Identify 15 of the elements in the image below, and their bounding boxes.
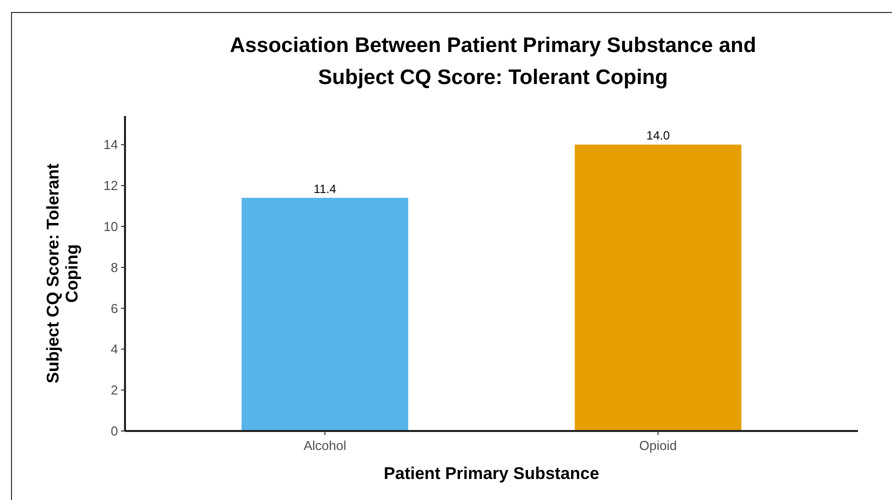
y-tick-label: 10: [104, 219, 118, 234]
y-axis-title: Subject CQ Score: Tolerant Coping: [43, 163, 82, 384]
y-tick-label: 8: [110, 260, 118, 275]
y-tick-label: 4: [110, 342, 118, 357]
x-tick-label: Alcohol: [304, 438, 346, 453]
y-tick-label: 0: [110, 424, 118, 439]
data-label: 11.4: [314, 182, 336, 196]
y-tick-label: 6: [110, 300, 118, 316]
y-tick-label: 14: [104, 137, 118, 152]
x-tick-label: Opioid: [639, 438, 677, 453]
data-label: 14.0: [646, 128, 670, 143]
y-tick-label: 12: [104, 178, 118, 194]
x-axis-title: Patient Primary Substance: [384, 464, 600, 483]
chart-title: Association Between Patient Primary Substance and Subject CQ Score: Tolerant Coping: [230, 34, 756, 89]
y-tick-label: 2: [110, 382, 118, 398]
